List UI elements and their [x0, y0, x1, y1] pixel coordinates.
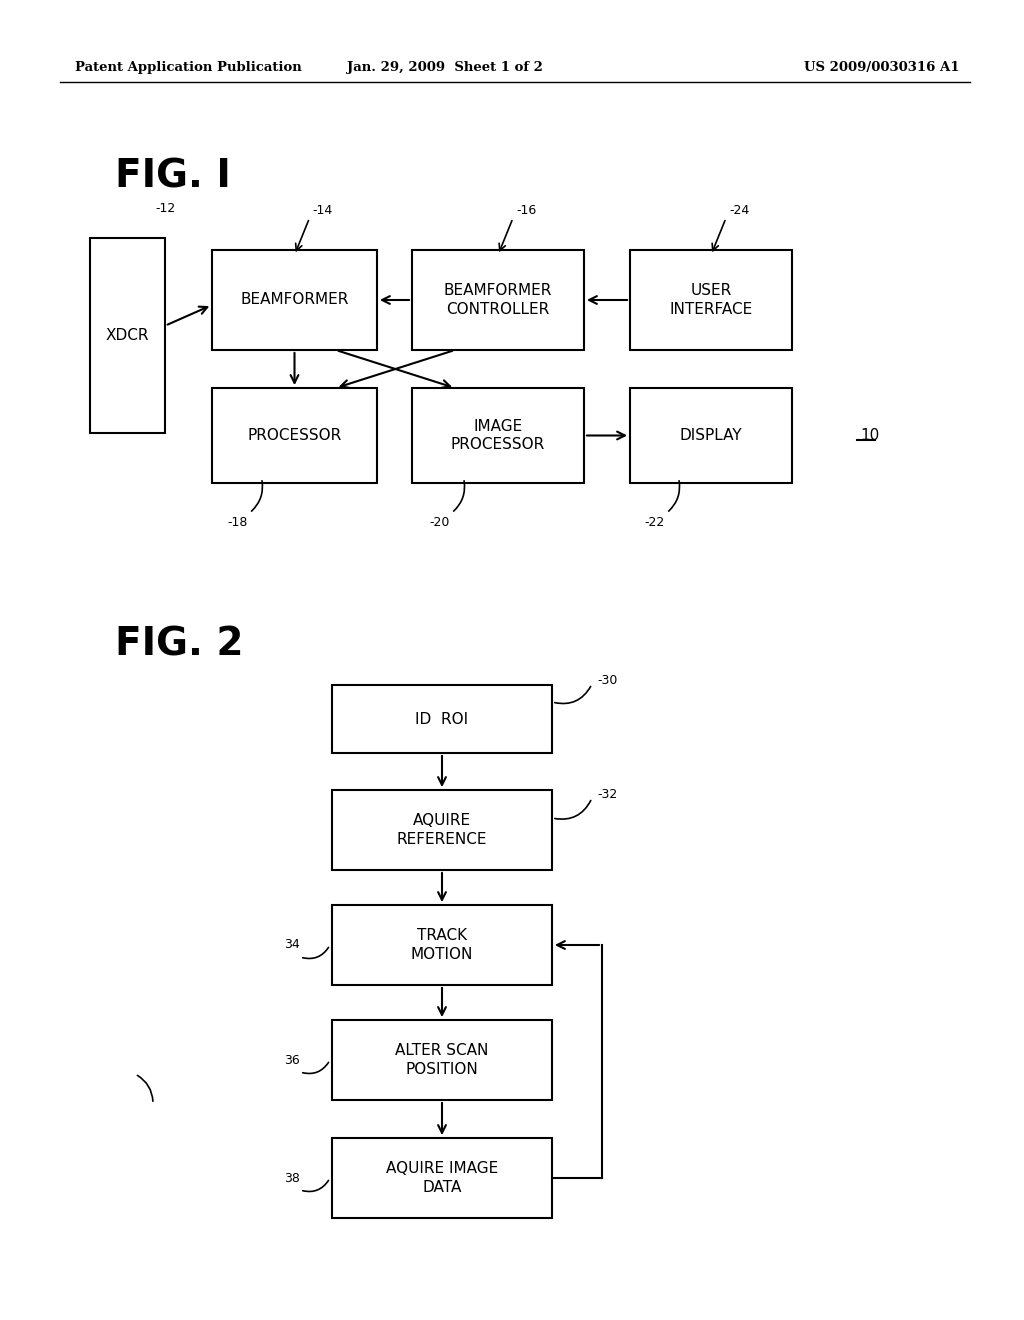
Text: DISPLAY: DISPLAY: [680, 428, 742, 444]
Text: 10: 10: [860, 428, 880, 442]
Bar: [332, 1020, 552, 1100]
Text: FIG. I: FIG. I: [115, 158, 230, 195]
Text: US 2009/0030316 A1: US 2009/0030316 A1: [805, 62, 961, 74]
Text: -14: -14: [312, 203, 333, 216]
Bar: [412, 388, 584, 483]
Bar: [212, 388, 377, 483]
Bar: [332, 906, 552, 985]
Bar: [332, 1138, 552, 1218]
Bar: [332, 685, 552, 752]
Bar: [212, 249, 377, 350]
Text: -32: -32: [597, 788, 617, 800]
Text: PROCESSOR: PROCESSOR: [248, 428, 342, 444]
Text: USER
INTERFACE: USER INTERFACE: [670, 284, 753, 317]
Text: BEAMFORMER
CONTROLLER: BEAMFORMER CONTROLLER: [443, 284, 552, 317]
Bar: [332, 789, 552, 870]
Text: BEAMFORMER: BEAMFORMER: [241, 293, 349, 308]
Text: 38: 38: [284, 1172, 300, 1184]
Text: -18: -18: [227, 516, 248, 529]
Bar: [412, 249, 584, 350]
Bar: [90, 238, 165, 433]
Text: IMAGE
PROCESSOR: IMAGE PROCESSOR: [451, 418, 545, 453]
Text: -24: -24: [729, 203, 750, 216]
Text: -20: -20: [429, 516, 450, 529]
Bar: [630, 388, 792, 483]
Text: -30: -30: [597, 673, 617, 686]
Text: -12: -12: [155, 202, 175, 214]
Bar: [630, 249, 792, 350]
Text: AQUIRE IMAGE
DATA: AQUIRE IMAGE DATA: [386, 1162, 498, 1195]
Text: -22: -22: [644, 516, 665, 529]
Text: 34: 34: [284, 939, 300, 952]
Text: ID  ROI: ID ROI: [416, 711, 469, 726]
Text: XDCR: XDCR: [105, 327, 150, 343]
Text: -16: -16: [516, 203, 537, 216]
Text: 36: 36: [284, 1053, 300, 1067]
Text: Patent Application Publication: Patent Application Publication: [75, 62, 302, 74]
Text: FIG. 2: FIG. 2: [115, 624, 244, 663]
Text: TRACK
MOTION: TRACK MOTION: [411, 928, 473, 962]
Text: AQUIRE
REFERENCE: AQUIRE REFERENCE: [396, 813, 487, 847]
Text: ALTER SCAN
POSITION: ALTER SCAN POSITION: [395, 1043, 488, 1077]
Text: Jan. 29, 2009  Sheet 1 of 2: Jan. 29, 2009 Sheet 1 of 2: [347, 62, 543, 74]
